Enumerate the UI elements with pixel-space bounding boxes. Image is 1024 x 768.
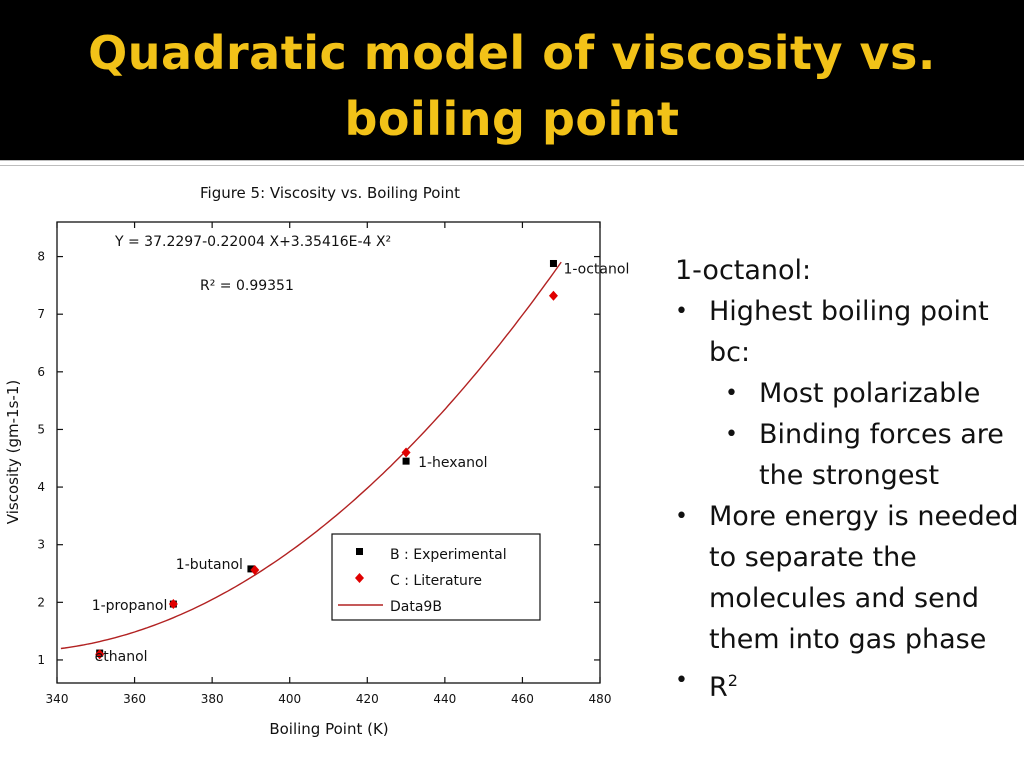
legend-fit-label: Data9B: [390, 599, 442, 615]
bullet-text: R: [709, 672, 728, 703]
experimental-point: [549, 259, 557, 267]
y-axis-label: Viscosity (gm-1s-1): [4, 380, 22, 524]
legend-literature-label: C : Literature: [390, 573, 482, 589]
plot-frame: [56, 221, 601, 684]
legend-literature-marker: [355, 573, 364, 583]
notes-panel: 1-octanol: • Highest boiling point bc: • Mo…: [675, 250, 1020, 708]
bullet-dot: •: [675, 299, 688, 324]
point-label: 1-butanol: [176, 557, 243, 573]
bullet-item: • Binding forces are the strongest: [675, 414, 1020, 496]
point-labels: ethanol 1-propanol 1-butanol 1-hexanol 1-oct…: [92, 262, 630, 666]
y-tick-label: 2: [37, 595, 45, 609]
y-tick-label: 7: [37, 307, 45, 321]
y-tick-label: 4: [37, 480, 45, 494]
data-markers: [95, 259, 558, 660]
experimental-point: [247, 565, 255, 573]
notes-heading: 1-octanol:: [675, 255, 812, 286]
y-axis-ticks: 1 2 3 4 5 6 7 8: [37, 250, 600, 667]
bullet-dot: •: [675, 504, 688, 529]
bullet-superscript: 2: [727, 671, 738, 690]
point-label: 1-hexanol: [418, 455, 487, 471]
y-tick-label: 3: [37, 538, 45, 552]
bullet-dot: •: [725, 422, 738, 447]
x-axis-label: Boiling Point (K): [269, 720, 388, 738]
literature-point: [168, 599, 178, 610]
bullet-text: Highest boiling point bc:: [709, 296, 989, 368]
bullet-item: • R2: [675, 660, 1020, 708]
bullet-text: Binding forces are the strongest: [759, 419, 1004, 491]
experimental-point: [402, 457, 410, 465]
y-tick-label: 5: [37, 422, 45, 436]
y-tick-label: 8: [37, 250, 45, 264]
literature-point: [95, 649, 105, 660]
slide-title: Quadratic model of viscosity vs. boiling…: [0, 20, 1024, 152]
bullet-dot: •: [675, 668, 688, 693]
title-band: Quadratic model of viscosity vs. boiling…: [0, 0, 1024, 160]
title-divider: [0, 160, 1024, 166]
bullet-item: • Most polarizable: [675, 373, 1020, 414]
x-tick-label: 480: [589, 692, 612, 706]
x-axis-ticks: 340 360 380 400 420 440 460 480: [46, 222, 612, 706]
bullet-dot: •: [725, 381, 738, 406]
bullet-item: • More energy is needed to separate the m…: [675, 496, 1020, 660]
bullet-text: Most polarizable: [759, 378, 981, 409]
legend: B : Experimental C : Literature Data9B: [331, 533, 541, 621]
notes-list: • Highest boiling point bc: • Most polariza…: [675, 291, 1020, 708]
r-squared-label: R² = 0.99351: [200, 278, 294, 294]
equation-label: Y = 37.2297-0.22004 X+3.35416E-4 X²: [114, 234, 391, 250]
x-tick-label: 360: [123, 692, 146, 706]
x-tick-label: 400: [278, 692, 301, 706]
x-tick-label: 460: [511, 692, 534, 706]
legend-experimental-label: B : Experimental: [390, 547, 507, 563]
literature-point: [548, 290, 558, 301]
point-label: ethanol: [95, 649, 148, 665]
legend-experimental-marker: [356, 548, 363, 555]
bullet-item: • Highest boiling point bc:: [675, 291, 1020, 373]
viscosity-chart: Figure 5: Viscosity vs. Boiling Point 34…: [4, 184, 630, 738]
literature-point: [250, 565, 260, 576]
point-label: 1-propanol: [92, 598, 168, 614]
point-label: 1-octanol: [563, 262, 629, 278]
y-tick-label: 6: [37, 365, 45, 379]
fit-line-data9b: [60, 261, 562, 650]
literature-point: [401, 447, 411, 458]
x-tick-label: 420: [356, 692, 379, 706]
x-tick-label: 440: [433, 692, 456, 706]
bullet-text: More energy is needed to separate the mo…: [709, 501, 1019, 655]
slide-title-line-2: boiling point: [344, 92, 680, 146]
y-tick-label: 1: [37, 653, 45, 667]
slide-title-line-1: Quadratic model of viscosity vs.: [88, 26, 936, 80]
x-tick-label: 340: [46, 692, 69, 706]
chart-title: Figure 5: Viscosity vs. Boiling Point: [200, 184, 460, 202]
x-tick-label: 380: [201, 692, 224, 706]
